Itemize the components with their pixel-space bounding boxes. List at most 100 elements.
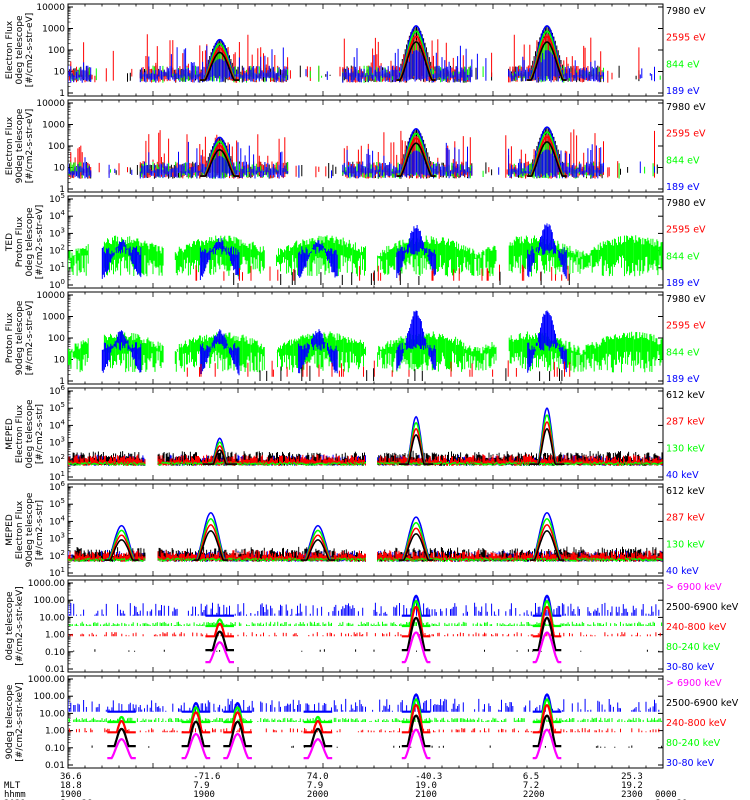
- panel-5: 106 105 104 103 102 101 MEPED Electron Flux 0deg…: [5, 384, 705, 483]
- peak-curve: [223, 720, 252, 748]
- y-tick-label: 103: [49, 532, 65, 545]
- y-tick-label: 1.00: [45, 631, 65, 641]
- data-layer: [68, 223, 663, 285]
- peak-curve: [223, 732, 252, 760]
- y-axis-label: 90deg telescope: [25, 492, 35, 567]
- panel-frame: [67, 579, 664, 673]
- peak-curve: [527, 41, 567, 81]
- y-axis-label: Electron Flux: [5, 20, 15, 79]
- y-axis-label: [#/cm2-s-str-eV]: [25, 109, 35, 184]
- peak-curve: [223, 706, 252, 724]
- peak-curve: [396, 142, 436, 177]
- x-axis-tick-label: 7.9: [307, 781, 323, 791]
- x-axis-tick-label: 2200: [523, 790, 545, 800]
- legend-entry: 30-80 keV: [666, 662, 715, 673]
- panel-4: 10000 1000 100 10 1 Proton Flux 90deg telescop…: [5, 291, 706, 387]
- peak-curve: [200, 51, 240, 81]
- y-tick-label: 1000.00: [28, 675, 65, 685]
- legend-entry: 2595 eV: [666, 129, 706, 140]
- x-axis-tick-label: -71.6: [193, 772, 220, 782]
- y-axis-label: 0deg telescope: [25, 207, 35, 277]
- legend-entry: 80-240 keV: [666, 738, 721, 749]
- y-tick-label: 0.01: [45, 761, 65, 771]
- peak-curve: [398, 533, 434, 561]
- y-tick-label: 100: [48, 46, 65, 56]
- series-trace: [68, 602, 660, 616]
- peak-curve: [223, 701, 252, 713]
- peak-curve: [532, 616, 562, 652]
- y-tick-label: 1000: [42, 121, 65, 131]
- y-tick-label: 104: [49, 514, 65, 527]
- y-tick-label: 101: [49, 261, 65, 274]
- peak-curve: [303, 727, 333, 748]
- y-axis-label: 0deg telescope: [15, 15, 25, 85]
- peak-curve: [401, 599, 431, 628]
- series-trace: [68, 728, 660, 733]
- y-axis-label: Proton Flux: [5, 312, 15, 363]
- peak-curve: [202, 449, 237, 465]
- peak-curve: [396, 41, 436, 81]
- peak-curve: [398, 434, 434, 465]
- data-layer: [68, 693, 663, 760]
- y-tick-label: 105: [49, 497, 65, 510]
- y-axis-label: MEPED: [5, 418, 15, 450]
- legend-entry: 240-800 keV: [666, 718, 727, 729]
- legend-entry: 844 eV: [666, 347, 700, 358]
- peak-curve: [107, 715, 136, 724]
- peak-curve: [205, 641, 234, 664]
- y-tick-label: 103: [49, 436, 65, 449]
- x-axis-row-label: hhmm: [4, 790, 26, 800]
- peak-curve: [303, 715, 333, 724]
- y-tick-label: 1000: [42, 313, 65, 323]
- legend-entry: 612 keV: [666, 390, 705, 401]
- peak-curve: [532, 728, 562, 760]
- peak-curve: [181, 701, 211, 713]
- series-trace: [259, 365, 563, 381]
- panel-frame: [67, 195, 664, 289]
- peak-curve: [532, 714, 562, 748]
- x-axis-row-label: MLT: [4, 781, 21, 791]
- y-tick-label: 106: [49, 480, 65, 493]
- panel-frame: [67, 483, 664, 577]
- legend-entry: 2595 eV: [666, 225, 706, 236]
- legend-entry: 612 keV: [666, 486, 705, 497]
- y-axis-label: [#/cm2-s-str-eV]: [25, 13, 35, 88]
- x-axis-tick-label: 19.0: [415, 781, 437, 791]
- peak-curve: [300, 539, 335, 561]
- y-tick-label: 10000: [36, 3, 65, 13]
- series-trace: [68, 141, 655, 179]
- peak-curve: [398, 527, 434, 561]
- legend-entry: 844 eV: [666, 251, 700, 262]
- legend-entry: 7980 eV: [666, 294, 706, 305]
- y-tick-label: 10.00: [39, 613, 65, 623]
- peak-curve: [532, 703, 562, 734]
- y-tick-label: 100: [48, 142, 65, 152]
- peak-curve: [532, 693, 562, 713]
- x-axis-tick-label: -40.3: [415, 772, 442, 782]
- peak-curve: [401, 703, 431, 734]
- peak-curve: [193, 530, 228, 561]
- y-axis-label: [#/cm2-s-str]: [35, 404, 45, 464]
- peak-curve: [107, 719, 136, 734]
- y-axis-label: [#/cm2-s-str-eV]: [35, 205, 45, 280]
- y-tick-label: 102: [49, 549, 65, 562]
- y-tick-label: 10: [54, 356, 66, 366]
- y-axis-label: [#/cm2-s-str]: [35, 500, 45, 560]
- series-trace: [68, 235, 663, 277]
- data-layer: [68, 126, 658, 179]
- peak-curve: [532, 599, 562, 628]
- data-layer: [68, 512, 663, 562]
- peak-curve: [200, 148, 240, 177]
- peak-curve: [205, 622, 234, 638]
- y-tick-label: 101: [49, 470, 65, 483]
- legend-entry: 2595 eV: [666, 33, 706, 44]
- peak-curve: [104, 539, 139, 561]
- x-axis-tick-label: 74.0: [307, 772, 329, 782]
- series-trace: [68, 745, 663, 748]
- y-tick-label: 1000: [42, 25, 65, 35]
- series-trace: [68, 698, 660, 712]
- panel-1: 10000 1000 100 10 1 Electron Flux 0deg telesco…: [5, 3, 706, 99]
- y-tick-label: 1: [59, 89, 65, 99]
- y-tick-label: 1: [59, 377, 65, 387]
- y-tick-label: 100.00: [34, 692, 66, 702]
